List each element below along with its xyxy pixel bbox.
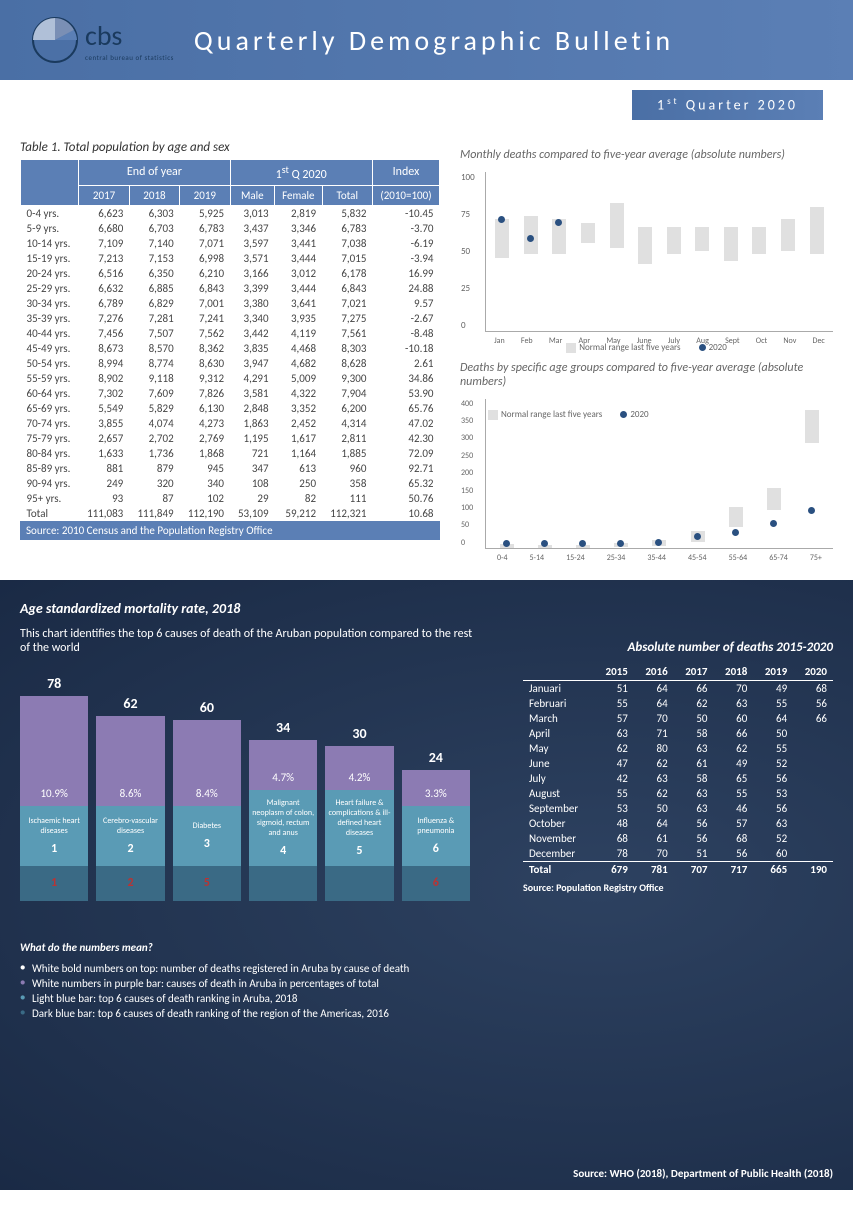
table-row: April6371586650 bbox=[523, 726, 833, 741]
range-bar bbox=[810, 207, 824, 255]
data-point-2020 bbox=[617, 540, 624, 547]
logo-subtitle: central bureau of statistics bbox=[85, 53, 174, 62]
table-row: 25-29 yrs.6,6326,8856,8433,3993,4446,843… bbox=[21, 281, 440, 296]
data-point-2020 bbox=[694, 533, 701, 540]
table-total-row: Total679781707717665190 bbox=[523, 861, 833, 877]
range-bar bbox=[495, 219, 509, 257]
cause-column: 62 8.6% Cerebro-vascular diseases2 2 bbox=[96, 695, 164, 901]
meaning-item: White bold numbers on top: number of dea… bbox=[20, 962, 833, 975]
data-point-2020 bbox=[527, 235, 534, 242]
table-row: Januari516466704968 bbox=[523, 680, 833, 696]
table-row: 80-84 yrs.1,6331,7361,8687211,1641,88572… bbox=[21, 446, 440, 461]
table-row: July4263586556 bbox=[523, 771, 833, 786]
range-bar bbox=[695, 227, 709, 251]
table-row: 55-59 yrs.8,9029,1189,3124,2915,0099,300… bbox=[21, 371, 440, 386]
page-title: Quarterly Demographic Bulletin bbox=[194, 23, 674, 58]
data-point-2020 bbox=[770, 520, 777, 527]
logo: cbs central bureau of statistics bbox=[30, 15, 174, 65]
causes-chart: 78 10.9% Ischaemic heart diseases1 162 8… bbox=[20, 675, 470, 901]
range-bar bbox=[724, 227, 738, 260]
data-point-2020 bbox=[808, 507, 815, 514]
table-row: 70-74 yrs.3,8554,0744,2731,8632,4524,314… bbox=[21, 416, 440, 431]
range-bar bbox=[781, 219, 795, 251]
table-total-row: Total111,083111,849112,19053,10959,21211… bbox=[21, 506, 440, 521]
logo-text: cbs bbox=[85, 18, 174, 53]
range-bar bbox=[638, 227, 652, 264]
cause-column: 78 10.9% Ischaemic heart diseases1 1 bbox=[20, 675, 88, 901]
table-row: 90-94 yrs.24932034010825035865.32 bbox=[21, 476, 440, 491]
table-row: March577050606466 bbox=[523, 711, 833, 726]
mortality-title: Age standardized mortality rate, 2018 bbox=[20, 600, 833, 617]
table-row: October4864565763 bbox=[523, 816, 833, 831]
cause-column: 30 4.2% Heart failure & complications & … bbox=[325, 725, 393, 901]
data-point-2020 bbox=[498, 216, 505, 223]
meanings: What do the numbers mean? White bold num… bbox=[20, 941, 833, 1020]
table-row: 50-54 yrs.8,9948,7748,6303,9474,6828,628… bbox=[21, 356, 440, 371]
logo-pie-icon bbox=[30, 15, 80, 65]
table-row: September5350634656 bbox=[523, 801, 833, 816]
range-bar bbox=[752, 227, 766, 254]
chart2-legend: Normal range last five years 2020 bbox=[480, 409, 853, 420]
range-bar bbox=[767, 488, 781, 510]
range-bar bbox=[667, 227, 681, 254]
table-row: 30-34 yrs.6,7896,8297,0013,3803,6417,021… bbox=[21, 296, 440, 311]
chart1: 1007550250 JanFebMarAprMayJuneJulyAugSep… bbox=[485, 172, 833, 332]
chart1-title: Monthly deaths compared to five-year ave… bbox=[460, 148, 833, 162]
table-row: June4762614952 bbox=[523, 756, 833, 771]
table-row: 10-14 yrs.7,1097,1407,0713,5973,4417,038… bbox=[21, 236, 440, 251]
table-row: 45-49 yrs.8,6738,5708,3623,8354,4688,303… bbox=[21, 341, 440, 356]
dark-section: Age standardized mortality rate, 2018 Th… bbox=[0, 580, 853, 1190]
data-point-2020 bbox=[503, 540, 510, 547]
cause-column: 34 4.7% Malignant neoplasm of colon, sig… bbox=[249, 719, 317, 901]
table1-section: Table 1. Total population by age and sex… bbox=[20, 140, 440, 570]
table1-source: Source: 2010 Census and the Population R… bbox=[20, 521, 440, 540]
range-bar bbox=[581, 223, 595, 244]
population-table: End of year 1st Q 2020 Index 20172018201… bbox=[20, 159, 440, 521]
quarter-badge: 1st Quarter 2020 bbox=[632, 90, 823, 120]
table-row: 40-44 yrs.7,4567,5077,5623,4424,1197,561… bbox=[21, 326, 440, 341]
table-row: 65-69 yrs.5,5495,8296,1302,8483,3526,200… bbox=[21, 401, 440, 416]
table-row: 20-24 yrs.6,5166,3506,2103,1663,0126,178… bbox=[21, 266, 440, 281]
table-row: 60-64 yrs.7,3027,6097,8263,5814,3227,904… bbox=[21, 386, 440, 401]
table-row: December7870515660 bbox=[523, 846, 833, 862]
data-point-2020 bbox=[732, 529, 739, 536]
cause-column: 60 8.4% Diabetes3 5 bbox=[173, 699, 241, 901]
meaning-item: Dark blue bar: top 6 causes of death ran… bbox=[20, 1007, 833, 1020]
chart2-title: Deaths by specific age groups compared t… bbox=[460, 361, 833, 389]
table-row: 35-39 yrs.7,2767,2817,2413,3403,9357,275… bbox=[21, 311, 440, 326]
deaths-table-section: Absolute number of deaths 2015-2020 2015… bbox=[523, 640, 833, 894]
meaning-item: White numbers in purple bar: causes of d… bbox=[20, 977, 833, 990]
mortality-desc: This chart identifies the top 6 causes o… bbox=[20, 627, 480, 655]
table-row: Februari556462635556 bbox=[523, 696, 833, 711]
table-row: 5-9 yrs.6,6806,7036,7833,4373,3466,783-3… bbox=[21, 221, 440, 236]
header: cbs central bureau of statistics Quarter… bbox=[0, 0, 853, 80]
range-bar bbox=[610, 203, 624, 248]
bottom-source: Source: WHO (2018), Department of Public… bbox=[573, 1167, 833, 1180]
chart2: 400350300250200150100500 0-45-1415-2425-… bbox=[485, 399, 833, 549]
cause-column: 24 3.3% Influenza & pneumonia6 6 bbox=[402, 749, 470, 901]
table-row: 95+ yrs.9387102298211150.76 bbox=[21, 491, 440, 506]
meaning-item: Light blue bar: top 6 causes of death ra… bbox=[20, 992, 833, 1005]
table-row: 75-79 yrs.2,6572,7022,7691,1951,6172,811… bbox=[21, 431, 440, 446]
deaths-table: 201520162017201820192020 Januari51646670… bbox=[523, 663, 833, 877]
table-row: November6861566852 bbox=[523, 831, 833, 846]
table-row: 85-89 yrs.88187994534761396092.71 bbox=[21, 461, 440, 476]
table-row: August5562635553 bbox=[523, 786, 833, 801]
table1-caption: Table 1. Total population by age and sex bbox=[20, 140, 440, 155]
range-bar bbox=[729, 507, 743, 527]
table-row: 0-4 yrs.6,6236,3035,9253,0132,8195,832-1… bbox=[21, 205, 440, 221]
table-row: May6280636255 bbox=[523, 741, 833, 756]
table-row: 15-19 yrs.7,2137,1536,9983,5713,4447,015… bbox=[21, 251, 440, 266]
